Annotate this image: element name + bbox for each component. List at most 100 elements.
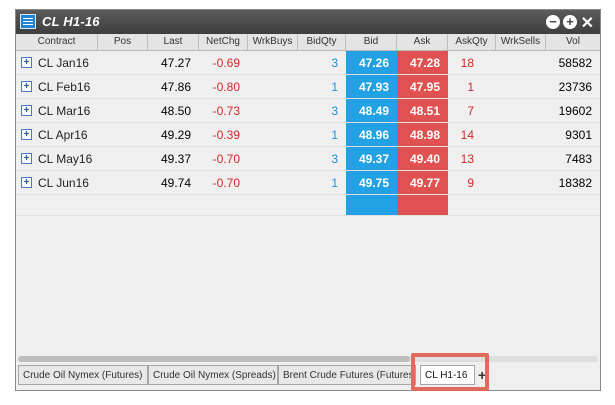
wrkbuys-cell[interactable] [248, 75, 298, 99]
askqty-cell[interactable]: 18 [460, 56, 474, 70]
ask-cell[interactable]: 48.98 [409, 128, 440, 142]
bid-cell[interactable]: 48.96 [358, 128, 389, 142]
table-row[interactable]: + CL Mar16 48.50 -0.73 3 48.49 48.51 7 1… [16, 99, 600, 123]
expand-icon[interactable]: + [21, 81, 32, 92]
bid-cell[interactable]: 49.37 [358, 152, 389, 166]
tab-cl-h1-16[interactable]: CL H1-16 [420, 365, 475, 385]
contract-cell: CL Jan16 [38, 56, 89, 70]
table-row[interactable]: + CL Apr16 49.29 -0.39 1 48.96 48.98 14 … [16, 123, 600, 147]
last-cell: 49.29 [160, 128, 191, 142]
wrksells-cell[interactable] [496, 75, 546, 99]
close-icon[interactable]: ✕ [580, 15, 594, 32]
ask-cell[interactable]: 47.28 [409, 56, 440, 70]
ask-cell[interactable]: 49.77 [409, 176, 440, 190]
table-row[interactable]: + CL Jun16 49.74 -0.70 1 49.75 49.77 9 1… [16, 171, 600, 195]
contract-cell: CL Apr16 [38, 128, 88, 142]
last-cell: 49.74 [160, 176, 191, 190]
table-row[interactable]: + CL Feb16 47.86 -0.80 1 47.93 47.95 1 2… [16, 75, 600, 99]
last-cell: 49.37 [160, 152, 191, 166]
expand-icon[interactable]: + [21, 105, 32, 116]
expand-icon[interactable]: + [21, 177, 32, 188]
tab-brent-crude-futures[interactable]: Brent Crude Futures (Futures) [278, 365, 416, 385]
table-row[interactable]: + CL Jan16 47.27 -0.69 3 47.26 47.28 18 … [16, 51, 600, 75]
wrksells-cell[interactable] [496, 123, 546, 147]
pos-cell[interactable] [98, 51, 148, 75]
col-header-pos[interactable]: Pos [98, 34, 148, 50]
wrksells-cell[interactable] [496, 171, 546, 195]
bid-cell[interactable]: 47.26 [358, 56, 389, 70]
netchg-cell: -0.69 [212, 56, 240, 70]
askqty-cell[interactable]: 9 [467, 176, 474, 190]
expand-icon[interactable]: + [21, 153, 32, 164]
vol-cell: 19602 [558, 104, 592, 118]
wrksells-cell[interactable] [496, 99, 546, 123]
add-icon[interactable]: + [563, 15, 577, 29]
col-header-ask[interactable]: Ask [397, 34, 448, 50]
col-header-contract[interactable]: Contract [16, 34, 98, 50]
wrkbuys-cell[interactable] [248, 147, 298, 171]
ask-cell[interactable]: 49.40 [409, 152, 440, 166]
askqty-cell[interactable]: 14 [460, 128, 474, 142]
last-cell: 48.50 [160, 104, 191, 118]
col-header-vol[interactable]: Vol [566, 36, 580, 47]
add-tab-icon[interactable]: + [478, 367, 487, 383]
col-header-wrkbuys[interactable]: WrkBuys [248, 34, 298, 50]
col-header-bidqty[interactable]: BidQty [298, 34, 346, 50]
expand-icon[interactable]: + [21, 57, 32, 68]
bidqty-cell[interactable]: 1 [331, 176, 338, 190]
tab-crude-oil-nymex-futures[interactable]: Crude Oil Nymex (Futures) [18, 365, 148, 385]
ask-cell[interactable]: 47.95 [409, 80, 440, 94]
last-cell: 47.27 [160, 56, 191, 70]
market-grid-window: CL H1-16 − + ✕ Contract Pos Last NetChg … [15, 9, 601, 391]
vol-cell: 18382 [558, 176, 592, 190]
title-bar[interactable]: CL H1-16 − + ✕ [16, 10, 600, 34]
col-header-bid[interactable]: Bid [346, 34, 397, 50]
bidqty-cell[interactable]: 3 [331, 104, 338, 118]
wrksells-cell[interactable] [496, 51, 546, 75]
bid-column-bg [346, 51, 397, 216]
wrkbuys-cell[interactable] [248, 171, 298, 195]
last-cell: 47.86 [160, 80, 191, 94]
tab-strip: Crude Oil Nymex (Futures) Crude Oil Nyme… [18, 365, 600, 385]
wrkbuys-cell[interactable] [248, 123, 298, 147]
horizontal-scrollbar[interactable] [18, 356, 598, 362]
window-title: CL H1-16 [42, 14, 100, 29]
bid-cell[interactable]: 48.49 [358, 104, 389, 118]
col-header-last[interactable]: Last [148, 34, 199, 50]
pos-cell[interactable] [98, 147, 148, 171]
expand-icon[interactable]: + [21, 129, 32, 140]
askqty-cell[interactable]: 1 [467, 80, 474, 94]
pos-cell[interactable] [98, 75, 148, 99]
grid-app-icon [20, 14, 36, 29]
minimize-icon[interactable]: − [546, 15, 560, 29]
bidqty-cell[interactable]: 3 [331, 152, 338, 166]
ask-cell[interactable]: 48.51 [409, 104, 440, 118]
pos-cell[interactable] [98, 123, 148, 147]
scrollbar-thumb[interactable] [18, 356, 410, 362]
netchg-cell: -0.73 [212, 104, 240, 118]
wrkbuys-cell[interactable] [248, 51, 298, 75]
netchg-cell: -0.70 [212, 176, 240, 190]
vol-cell: 58582 [558, 56, 592, 70]
col-header-wrksells[interactable]: WrkSells [496, 34, 546, 50]
table-row-empty[interactable] [16, 195, 600, 216]
ask-column-bg [397, 51, 448, 216]
bidqty-cell[interactable]: 3 [331, 56, 338, 70]
wrkbuys-cell[interactable] [248, 99, 298, 123]
contract-cell: CL May16 [38, 152, 93, 166]
col-header-askqty[interactable]: AskQty [448, 34, 496, 50]
wrksells-cell[interactable] [496, 147, 546, 171]
pos-cell[interactable] [98, 171, 148, 195]
askqty-cell[interactable]: 7 [467, 104, 474, 118]
bidqty-cell[interactable]: 1 [331, 128, 338, 142]
contract-cell: CL Mar16 [38, 104, 91, 118]
col-header-netchg[interactable]: NetChg [199, 34, 248, 50]
bid-cell[interactable]: 49.75 [358, 176, 389, 190]
bid-cell[interactable]: 47.93 [358, 80, 389, 94]
pos-cell[interactable] [98, 99, 148, 123]
table-row[interactable]: + CL May16 49.37 -0.70 3 49.37 49.40 13 … [16, 147, 600, 171]
bidqty-cell[interactable]: 1 [331, 80, 338, 94]
grid-header: Contract Pos Last NetChg WrkBuys BidQty … [16, 34, 600, 51]
tab-crude-oil-nymex-spreads[interactable]: Crude Oil Nymex (Spreads) [148, 365, 278, 385]
askqty-cell[interactable]: 13 [460, 152, 474, 166]
